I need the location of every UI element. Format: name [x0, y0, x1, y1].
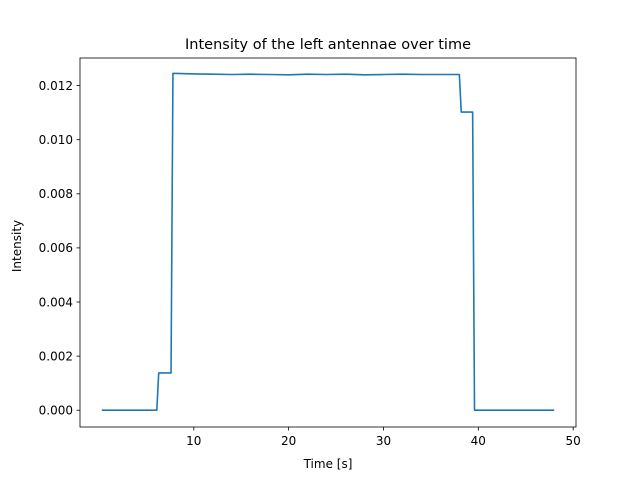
y-tick-label: 0.012 — [39, 79, 73, 93]
y-tick-label: 0.000 — [39, 404, 73, 418]
y-axis-label: Intensity — [10, 220, 24, 272]
x-tick-label: 20 — [281, 434, 296, 448]
series-line — [101, 72, 555, 412]
y-tick-label: 0.008 — [39, 187, 73, 201]
y-tick-label: 0.010 — [39, 133, 73, 147]
chart-title: Intensity of the left antennae over time — [185, 37, 471, 53]
x-tick-label: 40 — [471, 434, 486, 448]
x-tick-label: 30 — [376, 434, 391, 448]
axes-frame — [79, 57, 577, 428]
y-tick-label: 0.006 — [39, 241, 73, 255]
x-tick-label: 50 — [566, 434, 581, 448]
plot-area — [101, 72, 555, 412]
y-axis: 0.000 0.002 0.004 0.006 0.008 0.010 0.012 — [39, 79, 80, 418]
y-tick-label: 0.004 — [39, 295, 73, 309]
x-tick-label: 10 — [186, 434, 201, 448]
x-axis-label: Time [s] — [303, 457, 353, 471]
y-tick-label: 0.002 — [39, 349, 73, 363]
x-axis: 10 20 30 40 50 — [186, 427, 581, 448]
